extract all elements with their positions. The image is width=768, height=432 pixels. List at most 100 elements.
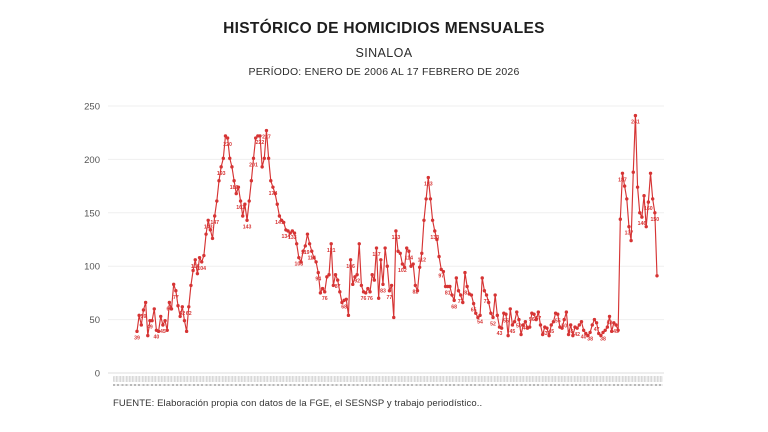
chart-period-label: PERÍODO: ENERO DE 2006 AL 17 FEBRERO DE … (248, 66, 520, 78)
data-point (266, 156, 271, 161)
data-point-label: 62 (179, 311, 185, 317)
data-point (495, 313, 500, 318)
data-point (167, 300, 172, 305)
y-axis-tick-250: 250 (84, 102, 100, 113)
data-point-label: 40 (154, 334, 160, 340)
data-point-label: 49 (147, 325, 153, 331)
data-point (642, 194, 646, 198)
data-point (575, 326, 579, 330)
data-point (273, 191, 277, 196)
data-point (143, 300, 148, 305)
data-point (292, 231, 297, 235)
data-point (493, 293, 497, 297)
data-point (646, 200, 651, 204)
data-point (655, 274, 659, 278)
data-point-label: 81 (445, 290, 451, 296)
data-point-label: 134 (282, 234, 291, 240)
data-point-label: 77 (387, 295, 393, 301)
data-point (458, 293, 463, 297)
data-point-label: 55 (503, 318, 509, 324)
data-point-label: 83 (380, 288, 386, 294)
data-point (310, 249, 314, 253)
data-point-label: 38 (587, 336, 593, 342)
data-point (549, 323, 553, 327)
data-point-label: 38 (600, 336, 606, 342)
data-point (396, 249, 400, 253)
data-point (297, 255, 301, 260)
data-point-label: 40 (581, 334, 587, 340)
data-point (519, 332, 523, 337)
data-point (353, 275, 357, 279)
data-point-label: 104 (197, 266, 206, 272)
data-point (320, 286, 325, 291)
data-point (653, 211, 657, 215)
data-point (547, 333, 551, 338)
x-axis-tick-marks (113, 383, 663, 386)
data-point-label: 48 (522, 326, 528, 332)
data-point (487, 300, 491, 305)
data-point (517, 317, 521, 322)
data-point (592, 317, 597, 322)
data-point (612, 321, 616, 325)
data-point (346, 313, 351, 318)
data-point (152, 307, 156, 311)
data-point (409, 264, 413, 268)
data-point (279, 218, 284, 222)
data-point (264, 128, 269, 133)
data-point (364, 291, 368, 295)
data-point-label: 94 (315, 277, 321, 283)
data-point (307, 242, 312, 246)
data-point-label: 76 (322, 296, 328, 302)
data-point (601, 330, 605, 335)
y-axis-tick-0: 0 (95, 369, 100, 380)
data-point (208, 228, 213, 232)
data-point (620, 171, 625, 175)
data-point (413, 283, 418, 288)
data-point (385, 264, 389, 268)
data-point-label: 121 (327, 248, 336, 254)
data-point (407, 249, 411, 253)
data-point (174, 289, 178, 293)
data-point (629, 238, 633, 243)
data-point (234, 191, 238, 196)
data-point-label: 65 (471, 308, 477, 314)
data-point (528, 325, 532, 329)
data-point (163, 318, 167, 323)
data-point-label: 45 (510, 329, 516, 335)
data-point (156, 329, 161, 334)
data-point (387, 289, 392, 293)
data-point (577, 323, 582, 327)
data-point (603, 328, 607, 332)
data-point (648, 171, 653, 175)
data-point-label: 106 (191, 264, 200, 270)
data-point (161, 323, 165, 327)
data-point-label: 76 (361, 296, 367, 302)
data-point (305, 232, 310, 236)
data-point (471, 301, 476, 306)
data-point (314, 260, 318, 264)
data-point (344, 297, 348, 302)
data-point (521, 323, 525, 327)
data-point (381, 282, 385, 287)
data-point (251, 156, 256, 161)
data-point (400, 262, 405, 266)
data-point-label: 77 (173, 295, 179, 301)
data-point (571, 333, 575, 338)
data-point-label: 143 (243, 224, 252, 230)
data-point (230, 165, 234, 169)
data-point (450, 293, 454, 297)
data-point (556, 312, 560, 316)
data-point-label: 45 (160, 329, 166, 335)
data-point (189, 283, 193, 288)
data-point-label: 114 (308, 255, 316, 261)
source-note: FUENTE: Elaboración propia con datos de … (113, 398, 483, 409)
data-point (635, 185, 640, 189)
data-point-label: 50 (516, 324, 522, 330)
data-point (359, 283, 364, 288)
data-point (383, 246, 387, 250)
y-axis-tick-200: 200 (84, 155, 100, 166)
data-point (515, 310, 519, 314)
data-point-label: 52 (490, 321, 496, 327)
data-point (184, 329, 189, 334)
